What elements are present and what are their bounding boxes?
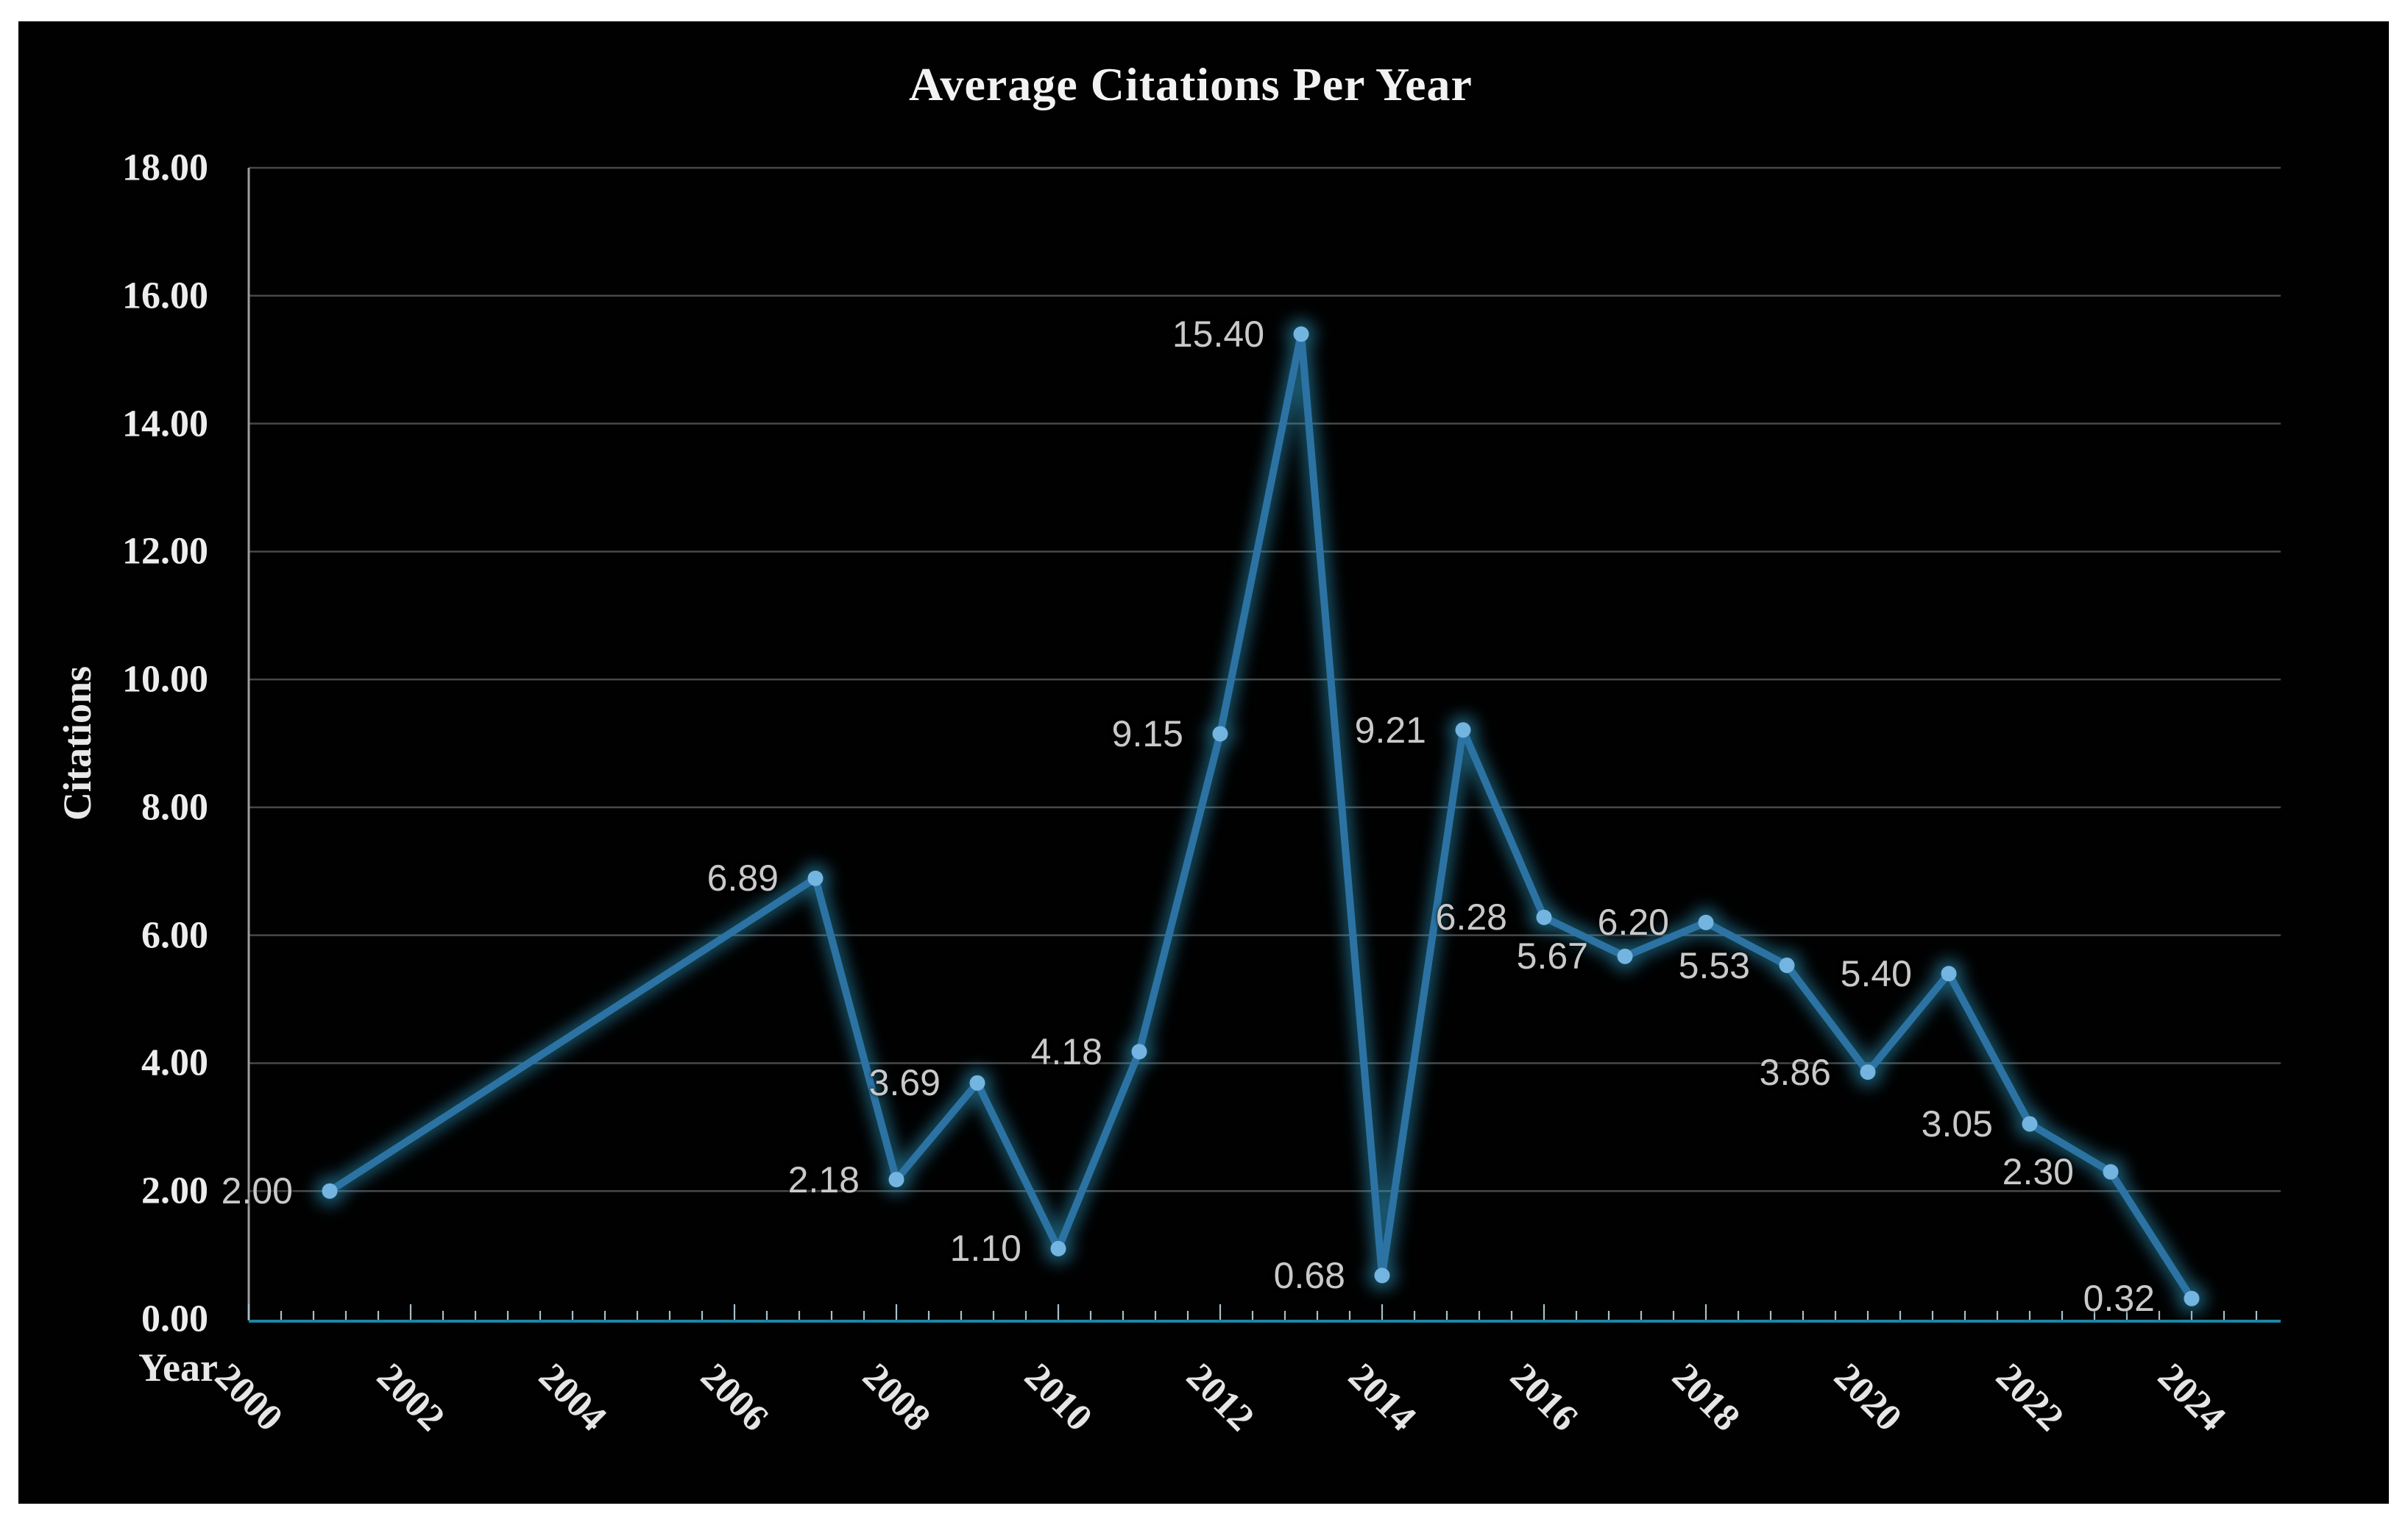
data-point-marker-2014 [1374,1267,1390,1284]
data-point-marker-2020 [1860,1064,1876,1080]
data-point-marker-2010 [1050,1240,1066,1256]
series-line [326,330,2195,1303]
series-glow [315,319,2206,1314]
data-point-marker-2016 [1536,909,1552,925]
data-point-marker-2009 [969,1075,985,1091]
data-point-marker-2012 [1212,726,1228,742]
data-point-marker-2007 [807,870,824,886]
data-point-marker-2017 [1617,948,1633,964]
data-point-marker-2001 [322,1183,338,1199]
data-point-marker-2023 [2103,1164,2119,1180]
data-point-marker-2021 [1941,966,1957,982]
data-point-marker-2008 [888,1172,904,1188]
data-point-marker-2022 [2022,1116,2038,1132]
data-point-marker-2011 [1131,1044,1147,1060]
data-point-marker-2024 [2184,1290,2200,1306]
data-point-marker-2015 [1455,722,1471,738]
data-point-marker-2013 [1293,326,1309,342]
data-point-marker-2019 [1779,958,1795,974]
chart-background [18,21,2389,1504]
data-point-marker-2018 [1698,914,1714,930]
